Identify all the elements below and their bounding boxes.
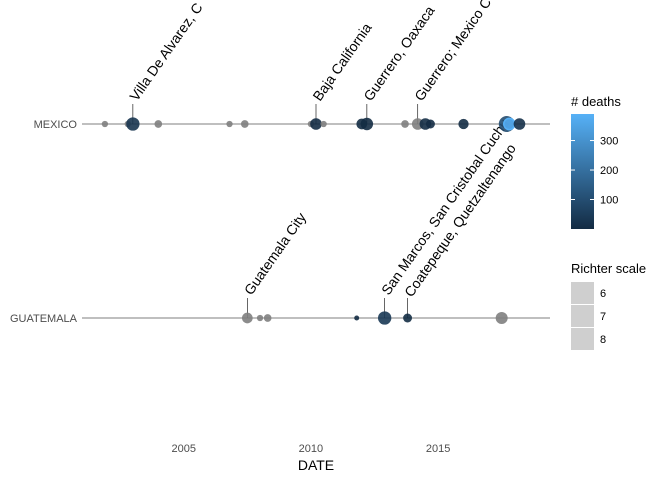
earthquake-point <box>241 312 253 324</box>
earthquake-point <box>495 311 508 325</box>
earthquake-point <box>354 315 360 321</box>
legend-deaths-tick-label: 200 <box>600 165 618 177</box>
earthquake-point <box>126 117 140 131</box>
legend-richter-key <box>571 305 594 327</box>
earthquake-point <box>310 118 322 130</box>
x-tick-label: 2005 <box>171 443 195 455</box>
earthquake-point <box>240 120 249 128</box>
annotation-label: Villa De Alvarez, C <box>126 0 205 104</box>
earthquake-point <box>263 314 272 322</box>
earthquake-point <box>403 313 413 323</box>
x-tick-label: 2010 <box>299 443 323 455</box>
earthquake-point <box>256 314 264 322</box>
earthquake-point <box>320 120 327 128</box>
legend-richter-label: 7 <box>600 311 606 323</box>
x-tick-label: 2015 <box>426 443 450 455</box>
annotation-label: Coatepeque, Quetzaltenango <box>401 141 519 300</box>
legend-richter-label: 6 <box>600 288 606 300</box>
legend-richter-label: 8 <box>600 334 606 346</box>
legend-richter-key <box>571 328 594 350</box>
x-axis-title: DATE <box>298 457 334 473</box>
legend-richter-key <box>571 282 594 304</box>
earthquake-point <box>377 311 392 325</box>
legend-deaths-title: # deaths <box>571 94 621 109</box>
legend-deaths-tick-label: 300 <box>600 136 618 148</box>
earthquake-point <box>458 118 469 130</box>
country-label-mexico: MEXICO <box>34 119 78 131</box>
earthquake-point <box>425 119 435 129</box>
x-axis: 2005 2010 2015 <box>171 443 450 455</box>
legend-deaths-colorbar <box>571 114 594 229</box>
earthquake-point <box>502 117 516 131</box>
legend-deaths-tick-label: 100 <box>600 195 618 207</box>
earthquake-point <box>401 120 409 128</box>
earthquake-point <box>360 117 374 131</box>
earthquake-point <box>154 120 163 128</box>
annotation-label: San Marcos, San Cristobal Cuchu <box>378 116 512 298</box>
legend-richter-title: Richter scale <box>571 261 646 276</box>
earthquake-point <box>226 120 233 128</box>
annotation-label: Guatemala City <box>241 210 309 298</box>
country-label-guatemala: GUATEMALA <box>10 313 78 325</box>
earthquake-point <box>101 120 109 128</box>
legend-richter: Richter scale 6 7 8 <box>571 261 646 350</box>
legend-deaths: # deaths 100 200 300 <box>571 94 621 229</box>
earthquake-point <box>513 118 526 130</box>
